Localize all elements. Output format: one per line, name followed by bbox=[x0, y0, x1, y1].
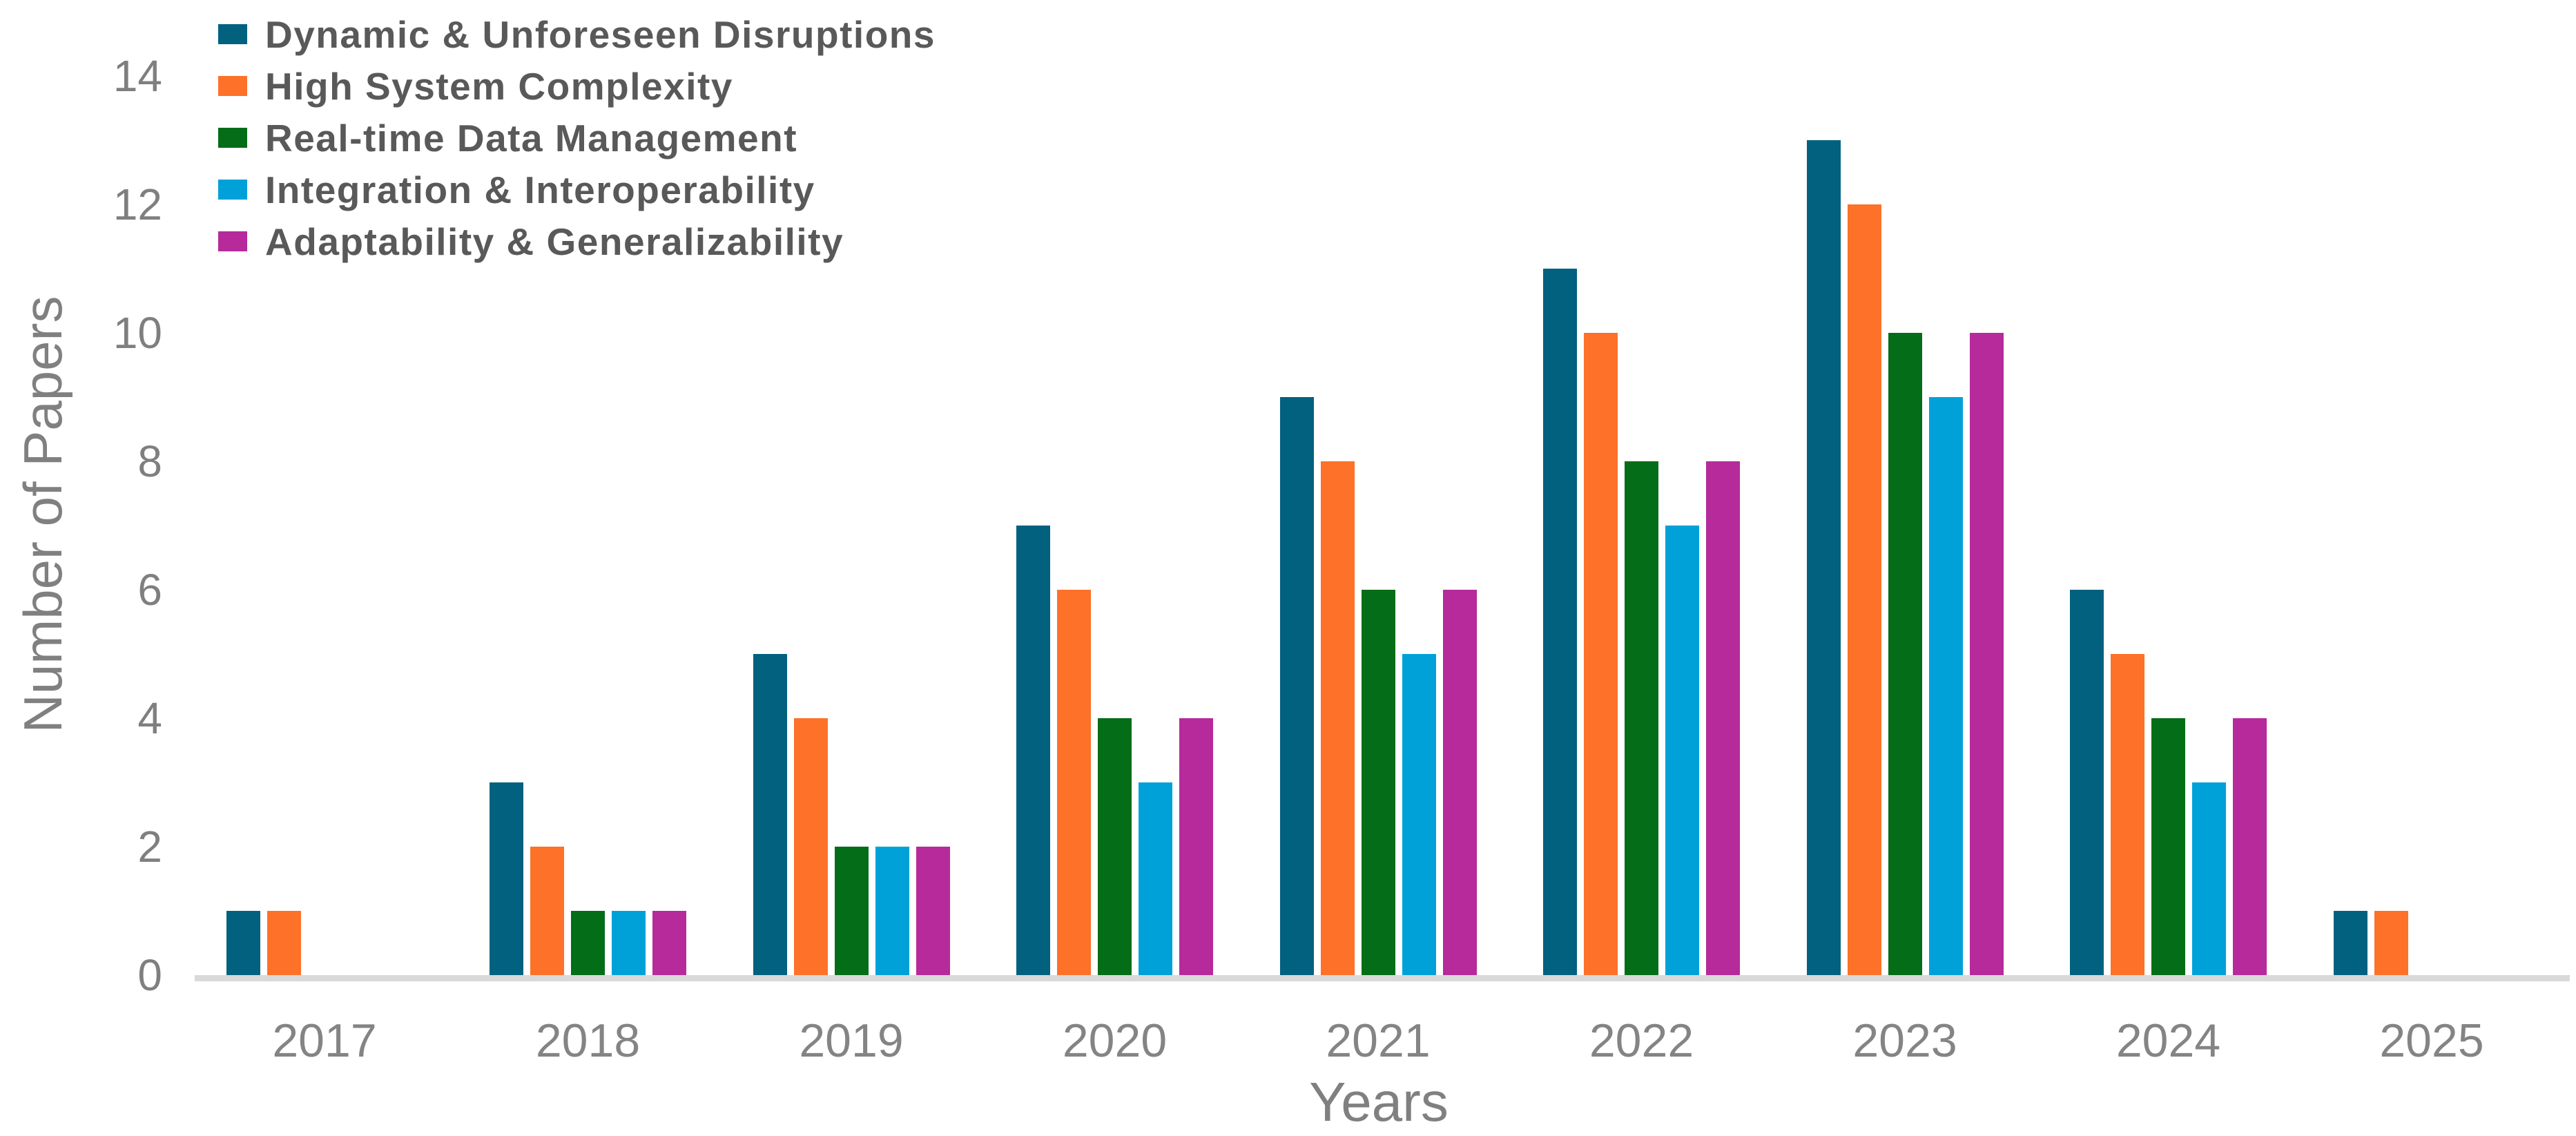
bar-2024-high-system-complexity bbox=[2111, 654, 2144, 975]
bar-2021-integration-interoperability bbox=[1402, 654, 1436, 975]
legend-swatch-icon bbox=[218, 231, 247, 251]
bar-2018-high-system-complexity bbox=[530, 847, 564, 975]
x-label-2024: 2024 bbox=[2115, 1014, 2221, 1067]
legend-swatch-icon bbox=[218, 24, 247, 44]
bar-2022-high-system-complexity bbox=[1584, 333, 1618, 975]
x-label-2019: 2019 bbox=[799, 1014, 904, 1067]
legend-item-integration-interoperability: Integration & Interoperability bbox=[218, 164, 936, 215]
bar-2025-dynamic-unforeseen-disruptions bbox=[2333, 911, 2367, 975]
x-label-2018: 2018 bbox=[535, 1014, 641, 1067]
legend-label: Adaptability & Generalizability bbox=[265, 220, 844, 263]
legend-item-dynamic-unforeseen-disruptions: Dynamic & Unforeseen Disruptions bbox=[218, 8, 936, 60]
y-tick-label-4: 4 bbox=[137, 693, 162, 743]
bar-2023-high-system-complexity bbox=[1847, 204, 1881, 975]
legend-label: Dynamic & Unforeseen Disruptions bbox=[265, 12, 936, 56]
bar-2020-integration-interoperability bbox=[1139, 782, 1172, 975]
y-tick-label-14: 14 bbox=[113, 51, 162, 101]
bar-2019-integration-interoperability bbox=[875, 847, 909, 975]
bar-2022-adaptability-generalizability bbox=[1706, 461, 1740, 975]
legend: Dynamic & Unforeseen Disruptions High Sys… bbox=[218, 8, 936, 267]
legend-item-adaptability-generalizability: Adaptability & Generalizability bbox=[218, 215, 936, 267]
bar-2022-dynamic-unforeseen-disruptions bbox=[1543, 269, 1577, 975]
y-tick-label-12: 12 bbox=[113, 180, 162, 229]
bar-2024-adaptability-generalizability bbox=[2233, 718, 2267, 975]
bar-group-2023 bbox=[1806, 140, 2004, 975]
bar-2018-dynamic-unforeseen-disruptions bbox=[490, 782, 523, 975]
bar-2024-real-time-data-management bbox=[2151, 718, 2185, 975]
bar-2023-adaptability-generalizability bbox=[1969, 333, 2004, 975]
bar-2024-dynamic-unforeseen-disruptions bbox=[2070, 590, 2104, 975]
legend-label: Real-time Data Management bbox=[265, 116, 798, 160]
bar-group-2024 bbox=[2070, 590, 2267, 975]
legend-swatch-icon bbox=[218, 180, 247, 200]
bar-2023-integration-interoperability bbox=[1928, 397, 1963, 975]
x-axis-title: Years bbox=[1309, 1071, 1449, 1133]
x-label-2023: 2023 bbox=[1852, 1014, 1957, 1067]
legend-label: Integration & Interoperability bbox=[265, 168, 815, 211]
bar-2024-integration-interoperability bbox=[2192, 782, 2226, 975]
bar-group-2018 bbox=[490, 782, 686, 975]
bar-group-2021 bbox=[1279, 397, 1477, 975]
bar-group-2025 bbox=[2333, 911, 2530, 975]
bar-2021-dynamic-unforeseen-disruptions bbox=[1279, 397, 1314, 975]
y-tick-label-2: 2 bbox=[137, 822, 162, 872]
bar-2023-real-time-data-management bbox=[1888, 333, 1922, 975]
bar-2021-adaptability-generalizability bbox=[1442, 590, 1477, 975]
bar-2021-high-system-complexity bbox=[1320, 461, 1355, 975]
bar-2020-adaptability-generalizability bbox=[1179, 718, 1213, 975]
bar-2018-real-time-data-management bbox=[571, 911, 605, 975]
bar-2019-high-system-complexity bbox=[793, 718, 828, 975]
x-label-2021: 2021 bbox=[1326, 1014, 1431, 1067]
bar-group-2017 bbox=[226, 911, 423, 975]
bar-group-2019 bbox=[753, 654, 950, 975]
bar-group-2020 bbox=[1016, 526, 1213, 975]
y-tick-label-8: 8 bbox=[137, 436, 162, 486]
x-label-2020: 2020 bbox=[1062, 1014, 1168, 1067]
bar-2017-high-system-complexity bbox=[267, 911, 301, 975]
legend-swatch-icon bbox=[218, 76, 247, 96]
bar-2021-real-time-data-management bbox=[1361, 590, 1395, 975]
x-label-2017: 2017 bbox=[272, 1014, 377, 1067]
y-tick-label-10: 10 bbox=[113, 308, 162, 358]
x-label-2022: 2022 bbox=[1589, 1014, 1694, 1067]
bar-2019-real-time-data-management bbox=[834, 847, 869, 975]
bar-2019-dynamic-unforeseen-disruptions bbox=[753, 654, 787, 975]
bar-2022-integration-interoperability bbox=[1665, 526, 1699, 975]
bar-2025-high-system-complexity bbox=[2374, 911, 2408, 975]
legend-item-high-system-complexity: High System Complexity bbox=[218, 60, 936, 112]
legend-label: High System Complexity bbox=[265, 64, 733, 108]
y-tick-label-0: 0 bbox=[137, 950, 162, 1000]
bar-2022-real-time-data-management bbox=[1625, 461, 1658, 975]
legend-item-real-time-data-management: Real-time Data Management bbox=[218, 112, 936, 164]
bar-2023-dynamic-unforeseen-disruptions bbox=[1806, 140, 1841, 975]
bar-2020-high-system-complexity bbox=[1057, 590, 1091, 975]
x-label-2025: 2025 bbox=[2379, 1014, 2484, 1067]
y-tick-label-6: 6 bbox=[137, 565, 162, 615]
bar-2019-adaptability-generalizability bbox=[916, 847, 950, 975]
bar-group-2022 bbox=[1543, 269, 1740, 975]
bar-2017-dynamic-unforeseen-disruptions bbox=[226, 911, 260, 975]
x-axis-baseline bbox=[195, 975, 2570, 981]
bar-2018-integration-interoperability bbox=[612, 911, 646, 975]
legend-swatch-icon bbox=[218, 128, 247, 148]
bar-2020-dynamic-unforeseen-disruptions bbox=[1016, 526, 1050, 975]
bar-2020-real-time-data-management bbox=[1098, 718, 1132, 975]
bar-2018-adaptability-generalizability bbox=[652, 911, 686, 975]
